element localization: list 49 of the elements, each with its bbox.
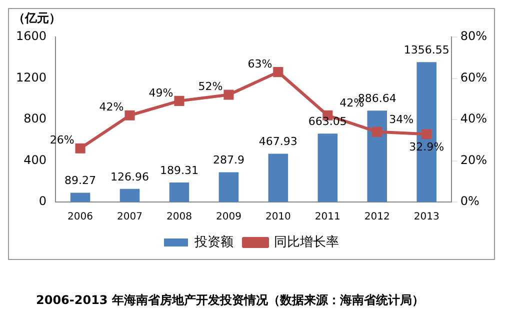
legend-label: 同比增长率 xyxy=(274,234,339,250)
x-tick-label: 2011 xyxy=(314,212,340,223)
bar xyxy=(318,134,338,202)
point xyxy=(75,143,86,154)
y-tick-label: 0 xyxy=(38,194,47,208)
y2-tick-label: 80% xyxy=(460,29,487,44)
bar xyxy=(367,110,388,202)
y-tick-label: 1600 xyxy=(16,29,47,44)
data-label: 49% xyxy=(148,86,174,100)
data-label: 26% xyxy=(50,134,74,147)
data-label: 663.05 xyxy=(308,114,347,128)
data-label: 42% xyxy=(99,100,124,114)
data-label: 467.93 xyxy=(258,135,298,148)
x-tick-label: 2006 xyxy=(68,212,93,223)
data-label: 34% xyxy=(389,113,414,126)
bar xyxy=(268,154,288,202)
data-label: 126.96 xyxy=(110,170,149,184)
point xyxy=(174,96,184,106)
y2-tick-label: 20% xyxy=(460,152,487,167)
y-axis-title: （亿元） xyxy=(13,11,61,26)
data-label: 287.9 xyxy=(212,154,244,167)
y2-tick-label: 0% xyxy=(460,194,480,208)
bar xyxy=(70,192,90,202)
x-tick-label: 2012 xyxy=(364,212,390,223)
point xyxy=(273,67,284,78)
bar xyxy=(169,182,190,202)
data-label: 89.27 xyxy=(64,174,96,188)
y2-tick-label: 60% xyxy=(460,70,487,84)
point xyxy=(124,110,135,120)
point xyxy=(372,126,382,137)
data-label: 189.31 xyxy=(160,164,198,177)
legend-label: 投资额 xyxy=(194,234,234,250)
point xyxy=(422,129,432,140)
y-tick-label: 1200 xyxy=(16,70,47,84)
y-tick-label: 800 xyxy=(24,112,47,126)
text: 2006-2013 年海南省房地产开发投资情况（数据来源：海南省统计局） xyxy=(36,292,425,309)
x-tick-label: 2008 xyxy=(166,212,192,223)
data-label: 52% xyxy=(198,80,223,94)
y-tick-label: 400 xyxy=(24,152,47,167)
data-label: 1356.55 xyxy=(404,43,450,56)
x-tick-label: 2009 xyxy=(216,212,242,223)
x-tick-label: 2010 xyxy=(265,212,291,223)
x-tick-label: 2013 xyxy=(414,212,440,223)
point xyxy=(224,90,234,100)
x-tick-label: 2007 xyxy=(117,212,142,223)
data-label: 63% xyxy=(248,57,272,70)
bar xyxy=(120,188,140,202)
y2-tick-label: 40% xyxy=(460,112,487,126)
bar xyxy=(218,172,239,202)
